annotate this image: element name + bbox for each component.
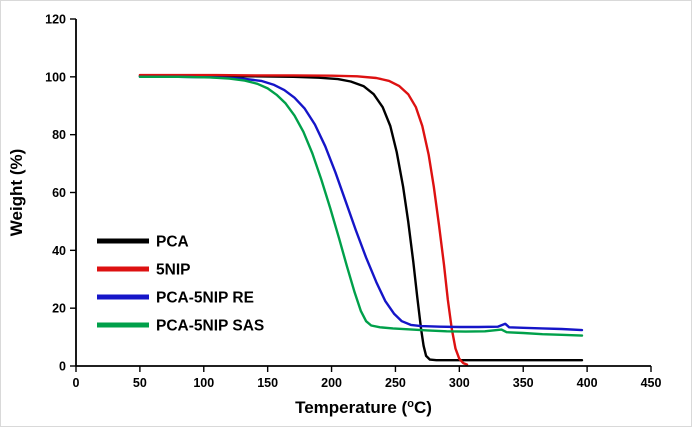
series-line-pca-5nip-re [138, 75, 584, 332]
y-tick-label: 20 [52, 302, 66, 316]
series-line-pca [138, 74, 584, 362]
x-axis-title: Temperature (oC) [295, 398, 432, 417]
x-tick-label: 250 [385, 376, 406, 390]
y-tick-label: 80 [52, 128, 66, 142]
y-tick-label: 100 [45, 70, 66, 84]
y-tick-label: 120 [45, 13, 66, 27]
x-tick-label: 100 [193, 376, 214, 390]
legend-label-pca-5nip-re: PCA-5NIP RE [156, 290, 254, 307]
legend-label-pca-5nip-sas: PCA-5NIP SAS [156, 318, 264, 335]
x-tick-label: 200 [321, 376, 342, 390]
x-tick-label: 150 [257, 376, 278, 390]
legend-label-5nip: 5NIP [156, 262, 190, 279]
x-tick-label: 50 [133, 376, 147, 390]
legend-label-pca: PCA [156, 234, 189, 251]
x-tick-label: 350 [513, 376, 534, 390]
series-line-pca-5nip-sas [138, 75, 584, 337]
series-line-5nip [138, 73, 469, 366]
x-tick-label: 450 [641, 376, 662, 390]
y-tick-label: 60 [52, 186, 66, 200]
x-tick-label: 400 [577, 376, 598, 390]
y-tick-label: 0 [59, 360, 66, 374]
y-axis-title: Weight (%) [7, 149, 26, 237]
x-tick-label: 0 [73, 376, 80, 390]
x-tick-label: 300 [449, 376, 470, 390]
y-tick-label: 40 [52, 244, 66, 258]
